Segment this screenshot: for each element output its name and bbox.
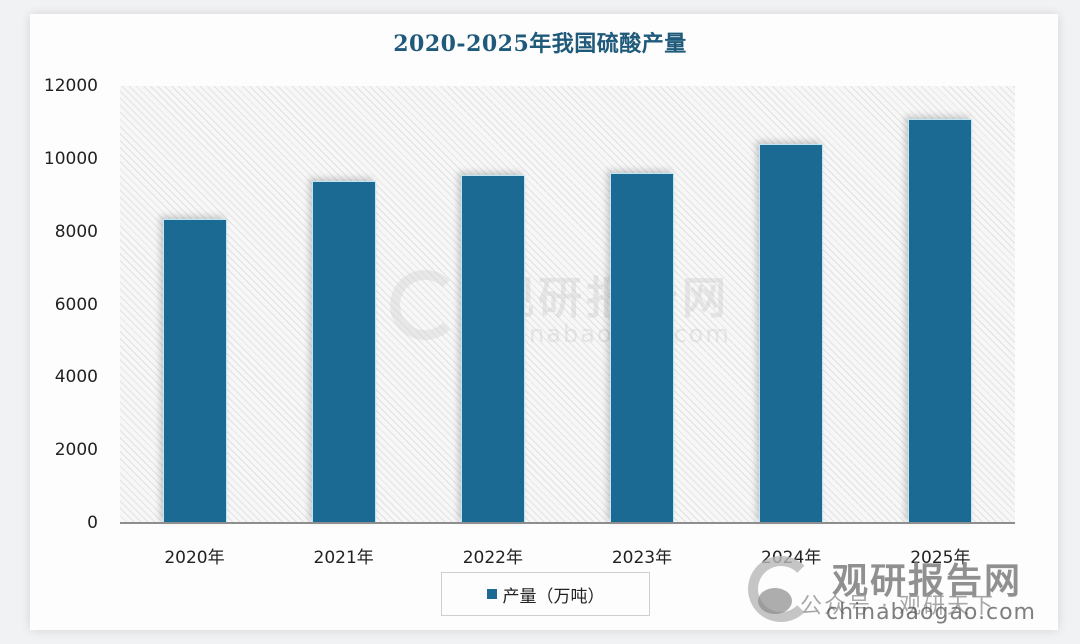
bar	[759, 144, 824, 524]
y-tick-label: 0	[87, 513, 98, 533]
x-tick-label: 2020年	[164, 548, 225, 568]
legend: 产量（万吨）	[441, 572, 650, 616]
x-tick-label: 2025年	[910, 548, 971, 568]
bar	[908, 118, 973, 524]
y-tick-label: 12000	[43, 76, 98, 96]
watermark-corner-text: 观研报告网	[832, 561, 1023, 602]
watermark-logo-icon	[748, 556, 814, 622]
watermark-logo-icon	[390, 270, 460, 340]
watermark-text: 观研报告网	[490, 262, 730, 326]
x-tick-label: 2022年	[462, 548, 523, 568]
watermark-url: chinabaogao.com	[488, 320, 731, 348]
y-tick-label: 10000	[43, 148, 98, 169]
x-tick-label: 2023年	[611, 548, 673, 568]
watermark-corner: 观研报告网 公众号 · 观研天下 chinabaogao.com	[740, 548, 1060, 640]
x-tick-label: 2021年	[313, 548, 374, 568]
y-tick-label: 2000	[54, 440, 98, 461]
y-tick-label: 8000	[54, 221, 98, 242]
legend-label: 产量（万吨）	[502, 586, 605, 607]
watermark-center: 观研报告网 chinabaogao.com	[380, 262, 780, 352]
wechat-icon	[758, 588, 792, 614]
y-tick-label: 6000	[54, 294, 98, 315]
chart-title: 2020-2025年我国硫酸产量	[393, 31, 687, 57]
bar	[162, 218, 227, 524]
bar	[311, 180, 376, 524]
legend-swatch-icon	[486, 589, 497, 599]
bar	[610, 173, 675, 524]
watermark-corner-url: chinabaogao.com	[826, 600, 1036, 625]
wechat-account-text: 公众号 · 观研天下	[800, 594, 995, 619]
y-tick-label: 4000	[54, 367, 98, 388]
x-axis-line	[120, 522, 1015, 524]
bar	[460, 175, 525, 524]
plot-area	[120, 86, 1015, 523]
